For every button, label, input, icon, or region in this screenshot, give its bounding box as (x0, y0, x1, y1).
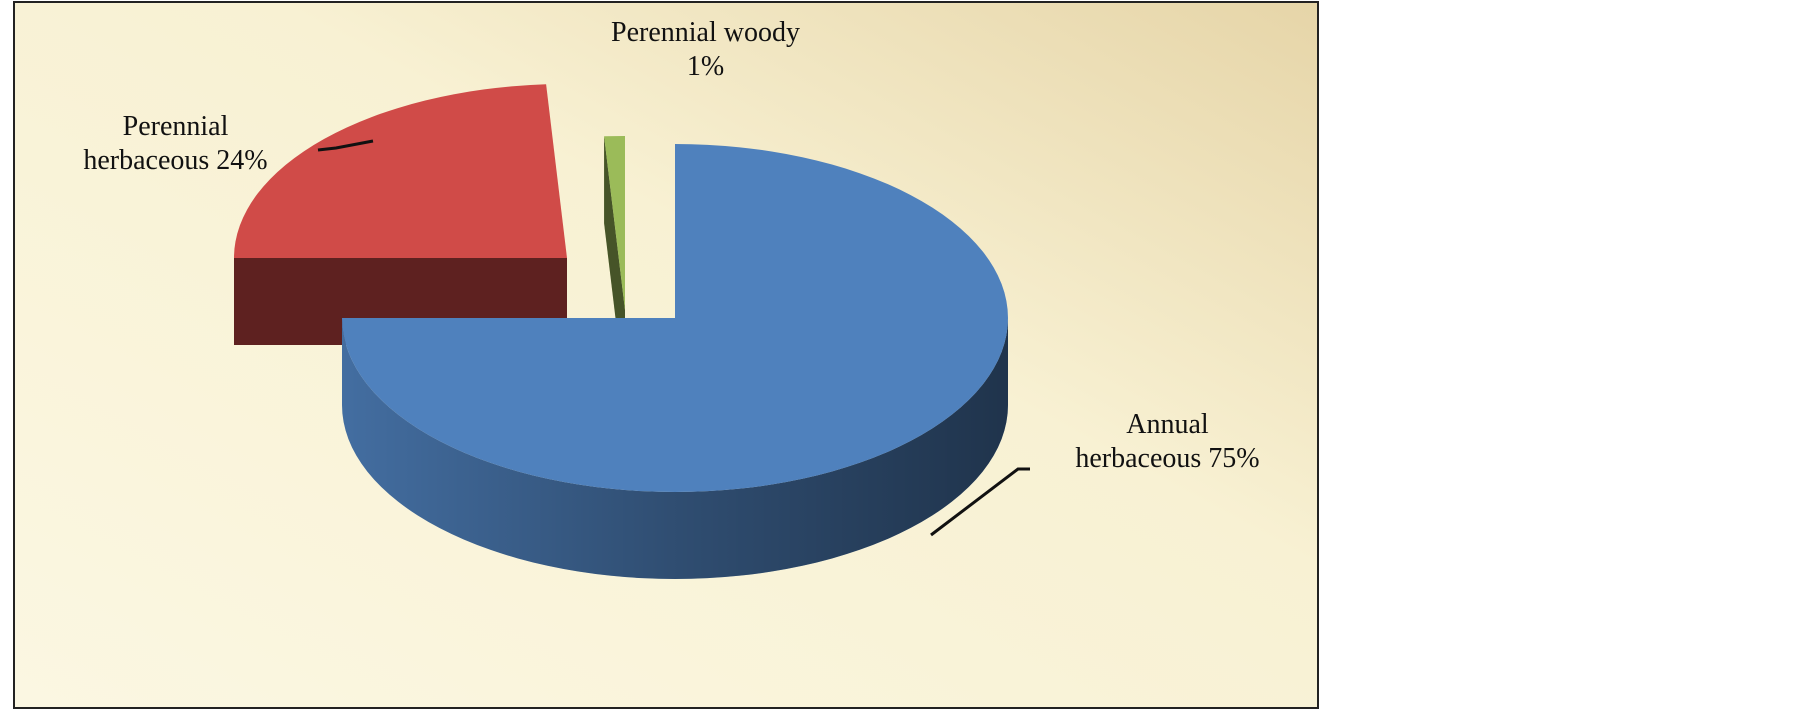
leader-line (317, 139, 374, 152)
data-label: Annual herbaceous 75% (1060, 408, 1275, 476)
leader-line (930, 467, 1030, 537)
slice (342, 144, 1008, 492)
data-label: Perennial herbaceous 24% (68, 110, 283, 178)
pie (234, 84, 1008, 579)
value-label: 1% (686, 51, 725, 82)
slice (234, 84, 567, 258)
slice-wall-shade (342, 318, 1008, 579)
category-label: Annual herbaceous (1075, 409, 1209, 474)
value-label: 75% (1208, 443, 1260, 474)
slice (604, 135, 625, 310)
category-label: Perennial woody (611, 17, 800, 48)
value-label: 24% (216, 145, 268, 176)
category-label: Perennial herbaceous (83, 111, 229, 176)
data-label: Perennial woody 1% (598, 16, 813, 84)
